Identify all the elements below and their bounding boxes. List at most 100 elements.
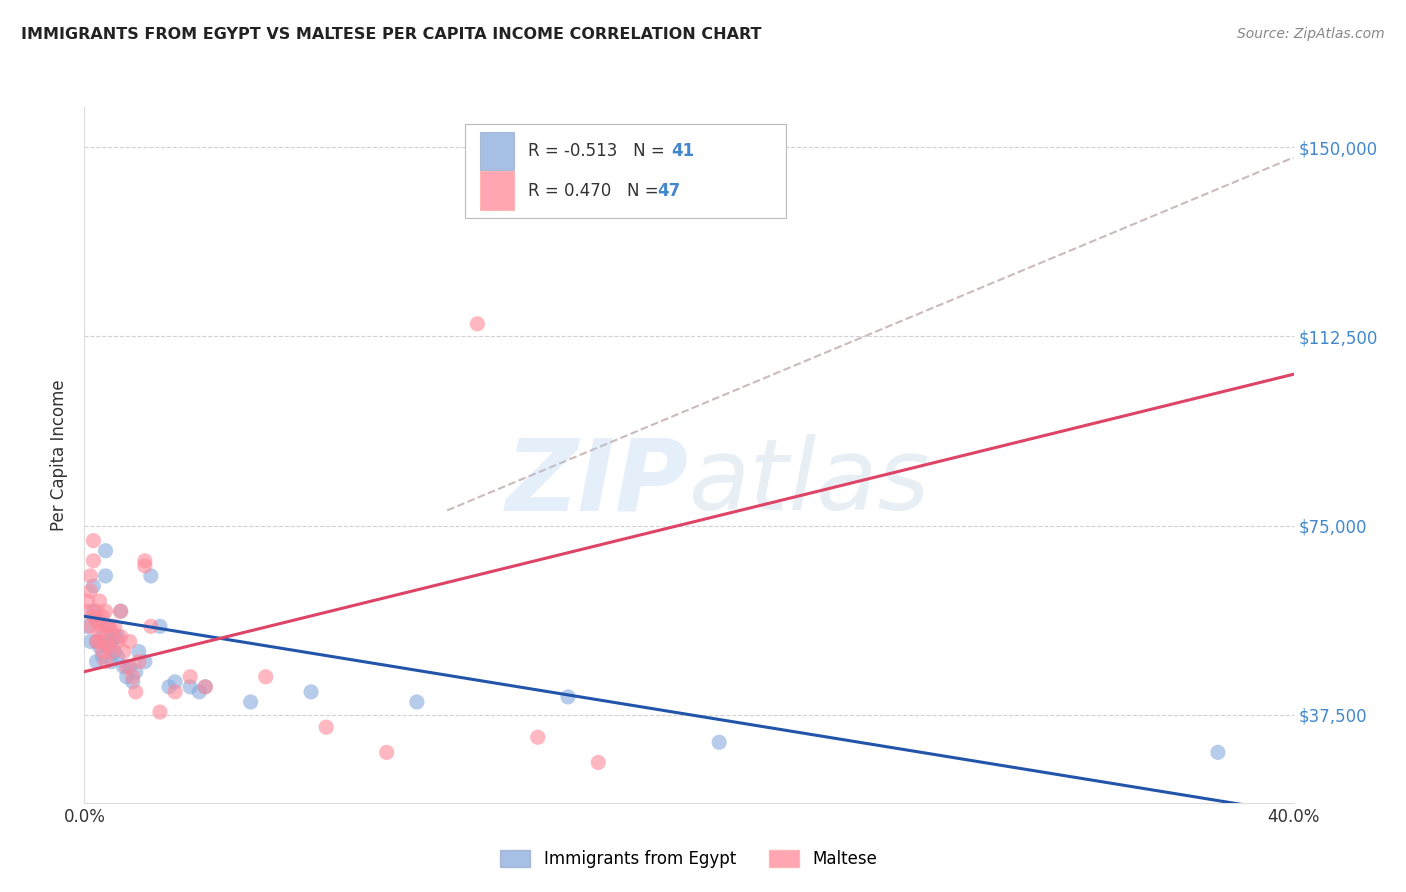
Point bbox=[588, 756, 610, 770]
Point bbox=[134, 655, 156, 669]
Point bbox=[91, 644, 114, 658]
Point bbox=[194, 680, 217, 694]
Point bbox=[79, 634, 101, 648]
Point bbox=[110, 629, 132, 643]
Point bbox=[104, 619, 127, 633]
Point bbox=[86, 634, 108, 648]
Text: 47: 47 bbox=[658, 182, 681, 200]
Bar bbox=[465, 124, 786, 219]
Point bbox=[76, 604, 98, 618]
Point bbox=[86, 634, 108, 648]
Point bbox=[254, 670, 277, 684]
Point bbox=[194, 680, 217, 694]
Point bbox=[79, 569, 101, 583]
Bar bbox=[479, 171, 513, 210]
Point bbox=[100, 644, 122, 658]
Point bbox=[89, 634, 111, 648]
Point bbox=[139, 619, 162, 633]
Point bbox=[97, 640, 120, 654]
Point bbox=[315, 720, 337, 734]
Point bbox=[125, 685, 148, 699]
Point bbox=[107, 634, 129, 648]
Text: Source: ZipAtlas.com: Source: ZipAtlas.com bbox=[1237, 27, 1385, 41]
Point bbox=[91, 609, 114, 624]
Text: R = 0.470   N =: R = 0.470 N = bbox=[529, 182, 664, 200]
Point bbox=[157, 680, 180, 694]
Point bbox=[165, 685, 187, 699]
Point bbox=[100, 655, 122, 669]
Point bbox=[94, 604, 117, 618]
Point bbox=[89, 624, 111, 639]
Point bbox=[375, 745, 398, 759]
Text: 41: 41 bbox=[671, 142, 695, 160]
Point bbox=[107, 629, 129, 643]
Point bbox=[112, 659, 135, 673]
Text: atlas: atlas bbox=[689, 434, 931, 532]
Point bbox=[86, 615, 108, 629]
Point bbox=[91, 619, 114, 633]
Point bbox=[406, 695, 429, 709]
Point bbox=[76, 619, 98, 633]
Point bbox=[149, 619, 172, 633]
Point bbox=[165, 674, 187, 689]
Point bbox=[97, 619, 120, 633]
Point bbox=[86, 604, 108, 618]
Point bbox=[115, 659, 138, 673]
Point bbox=[82, 554, 104, 568]
Point bbox=[94, 543, 117, 558]
Point bbox=[134, 554, 156, 568]
Point bbox=[149, 705, 172, 719]
Point bbox=[125, 665, 148, 679]
Point bbox=[82, 609, 104, 624]
Point bbox=[94, 655, 117, 669]
Point bbox=[139, 569, 162, 583]
Legend: Immigrants from Egypt, Maltese: Immigrants from Egypt, Maltese bbox=[494, 843, 884, 874]
Point bbox=[179, 680, 201, 694]
Point bbox=[467, 317, 489, 331]
Point bbox=[104, 644, 127, 658]
Point bbox=[89, 594, 111, 608]
Point bbox=[86, 655, 108, 669]
Point bbox=[299, 685, 322, 699]
Point bbox=[82, 533, 104, 548]
Text: IMMIGRANTS FROM EGYPT VS MALTESE PER CAPITA INCOME CORRELATION CHART: IMMIGRANTS FROM EGYPT VS MALTESE PER CAP… bbox=[21, 27, 762, 42]
Y-axis label: Per Capita Income: Per Capita Income bbox=[51, 379, 69, 531]
Point bbox=[527, 731, 550, 745]
Point bbox=[709, 735, 731, 749]
Point bbox=[94, 569, 117, 583]
Point bbox=[115, 670, 138, 684]
Point bbox=[557, 690, 579, 704]
Point bbox=[112, 644, 135, 658]
Point bbox=[82, 604, 104, 618]
Point bbox=[128, 644, 150, 658]
Text: R = -0.513   N =: R = -0.513 N = bbox=[529, 142, 671, 160]
Point bbox=[121, 674, 143, 689]
Text: ZIP: ZIP bbox=[506, 434, 689, 532]
Point bbox=[89, 640, 111, 654]
Point bbox=[1206, 745, 1229, 759]
Point bbox=[110, 604, 132, 618]
Point bbox=[79, 584, 101, 599]
Point bbox=[188, 685, 211, 699]
Point bbox=[179, 670, 201, 684]
Point bbox=[110, 604, 132, 618]
Point bbox=[79, 619, 101, 633]
Point bbox=[94, 634, 117, 648]
Bar bbox=[479, 132, 513, 170]
Point bbox=[91, 649, 114, 664]
Point bbox=[118, 659, 141, 673]
Point bbox=[107, 649, 129, 664]
Point bbox=[76, 594, 98, 608]
Point bbox=[134, 558, 156, 573]
Point bbox=[118, 634, 141, 648]
Point bbox=[97, 619, 120, 633]
Point bbox=[104, 629, 127, 643]
Point bbox=[100, 634, 122, 648]
Point bbox=[82, 579, 104, 593]
Point bbox=[239, 695, 262, 709]
Point bbox=[91, 629, 114, 643]
Point bbox=[121, 670, 143, 684]
Point bbox=[128, 655, 150, 669]
Point bbox=[89, 615, 111, 629]
Point bbox=[97, 640, 120, 654]
